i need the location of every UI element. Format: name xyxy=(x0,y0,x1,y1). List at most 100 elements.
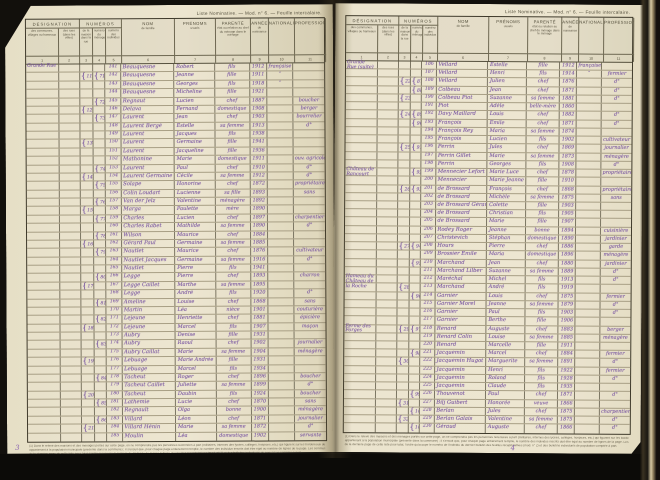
cell-nationalite xyxy=(268,231,294,239)
cell-profession: garde xyxy=(608,243,624,250)
cell-rue xyxy=(376,325,397,332)
cell-nom: Tacheut xyxy=(123,391,176,399)
header-colnum: 5 xyxy=(106,55,122,63)
header-profession: PROFESSION xyxy=(604,18,634,54)
cell-individu: 228 xyxy=(420,407,435,414)
cell-annee: 1934 xyxy=(251,365,269,372)
cell-maison: {22 xyxy=(399,77,411,86)
group-brace: { xyxy=(398,184,404,193)
cell-prenoms: Marcel xyxy=(176,365,217,373)
header-profession: PROFESSION xyxy=(295,18,326,54)
cell-individu: 147 xyxy=(106,115,122,122)
cell-rue xyxy=(60,224,81,231)
cell-parente: veuve xyxy=(525,400,559,407)
table-row: 185 Moulin Léa domestique 1902 servante xyxy=(28,432,326,442)
cell-profession: d° xyxy=(307,381,314,388)
cell-annee: 1870 xyxy=(251,398,269,405)
cell-individu: 191 xyxy=(422,103,437,110)
cell-parente: chef xyxy=(216,273,251,281)
cell-nom: Colin Loudart xyxy=(122,190,175,198)
cell-nom: Mennecier xyxy=(437,177,488,185)
cell-individu: 224 xyxy=(421,374,436,381)
cell-designation xyxy=(344,423,376,431)
cell-individu: 162 xyxy=(107,240,123,247)
cell-individu: 143 xyxy=(106,81,122,88)
cell-individu: 201 xyxy=(422,185,437,192)
cell-individu: 205 xyxy=(421,218,436,225)
cell-prenoms: Roland xyxy=(486,375,525,382)
cell-rue xyxy=(376,333,397,340)
cell-individu: 227 xyxy=(420,399,435,406)
group-brace: { xyxy=(410,259,416,267)
cell-individu: 188 xyxy=(422,78,437,85)
cell-designation xyxy=(345,152,377,159)
header-colnum: 9 xyxy=(562,53,579,61)
cell-designation xyxy=(27,224,60,232)
header-colnum: 1 xyxy=(346,52,378,60)
cell-rue xyxy=(377,135,398,142)
cell-prenoms: Pierre xyxy=(175,265,216,273)
cell-maison xyxy=(80,190,93,197)
cell-nationalite xyxy=(576,293,601,300)
cell-annee: 1935 xyxy=(558,384,575,391)
group-brace: { xyxy=(409,325,416,333)
cell-individu: 190 xyxy=(422,95,437,102)
cell-individu: 156 xyxy=(106,190,122,197)
cell-profession xyxy=(294,239,325,247)
cell-maison: {27 xyxy=(398,242,410,250)
cell-menage xyxy=(410,202,422,209)
cell-profession xyxy=(294,206,325,214)
cell-menage xyxy=(410,70,422,77)
group-brace: { xyxy=(411,77,417,86)
cell-parente: belle-mère xyxy=(526,103,560,110)
cell-prenoms: Cécile xyxy=(175,173,216,181)
cell-parente: domestique xyxy=(217,432,252,441)
cell-maison xyxy=(81,274,94,281)
cell-nom: Nautlet xyxy=(122,248,175,256)
cell-nom: Delava xyxy=(122,106,175,114)
cell-annee: 1878 xyxy=(560,169,577,176)
cell-designation xyxy=(346,78,378,85)
group-brace: { xyxy=(399,94,405,102)
cell-maison: {32 xyxy=(397,415,409,423)
cell-individu: 146 xyxy=(106,106,122,113)
cell-nom: Beauquesne xyxy=(122,64,175,72)
group-brace: { xyxy=(411,86,417,94)
cell-prenoms: Berthe xyxy=(486,317,525,324)
cell-menage xyxy=(410,103,422,110)
cell-maison xyxy=(80,115,93,122)
cell-parente: sa femme xyxy=(216,256,251,264)
cell-maison xyxy=(397,366,409,373)
cell-parente: chef xyxy=(527,79,561,86)
cell-rue xyxy=(59,115,80,122)
cell-parente: domestique xyxy=(526,235,560,242)
cell-nationalite: ″ xyxy=(268,80,294,88)
cell-nom: Tacheut xyxy=(123,374,176,382)
cell-maison: {17 xyxy=(81,282,94,290)
header-parente: PARENTÉ état ou relation au chef du ménag… xyxy=(528,17,562,53)
cell-designation xyxy=(27,140,60,148)
cell-annee: 1860 xyxy=(560,104,577,111)
cell-nationalite xyxy=(269,331,295,339)
cell-prenoms: Lucien xyxy=(175,215,216,223)
header-colnum: 8 xyxy=(528,53,562,61)
header-parente: PARENTÉ état ou relation au chef du ménag… xyxy=(216,19,251,55)
cell-menage xyxy=(409,366,421,373)
group-brace: { xyxy=(82,324,88,332)
group-brace: { xyxy=(95,399,101,407)
cell-individu: 226 xyxy=(420,391,435,398)
cell-prenoms: Claude xyxy=(486,383,525,390)
cell-menage xyxy=(409,276,421,283)
cell-parente: sa femme xyxy=(526,153,560,160)
cell-profession xyxy=(601,318,631,325)
cell-maison: {19 xyxy=(82,357,94,365)
cell-menage: {96 xyxy=(410,292,422,300)
cell-profession: d° xyxy=(612,276,619,283)
cell-profession: d° xyxy=(307,423,314,430)
cell-profession: boucher xyxy=(300,389,321,396)
cell-profession: d° xyxy=(614,79,620,86)
cell-nationalite xyxy=(269,273,295,281)
cell-profession: sans xyxy=(303,188,315,195)
cell-rue xyxy=(376,275,397,282)
cell-annee: 1871 xyxy=(251,415,269,422)
